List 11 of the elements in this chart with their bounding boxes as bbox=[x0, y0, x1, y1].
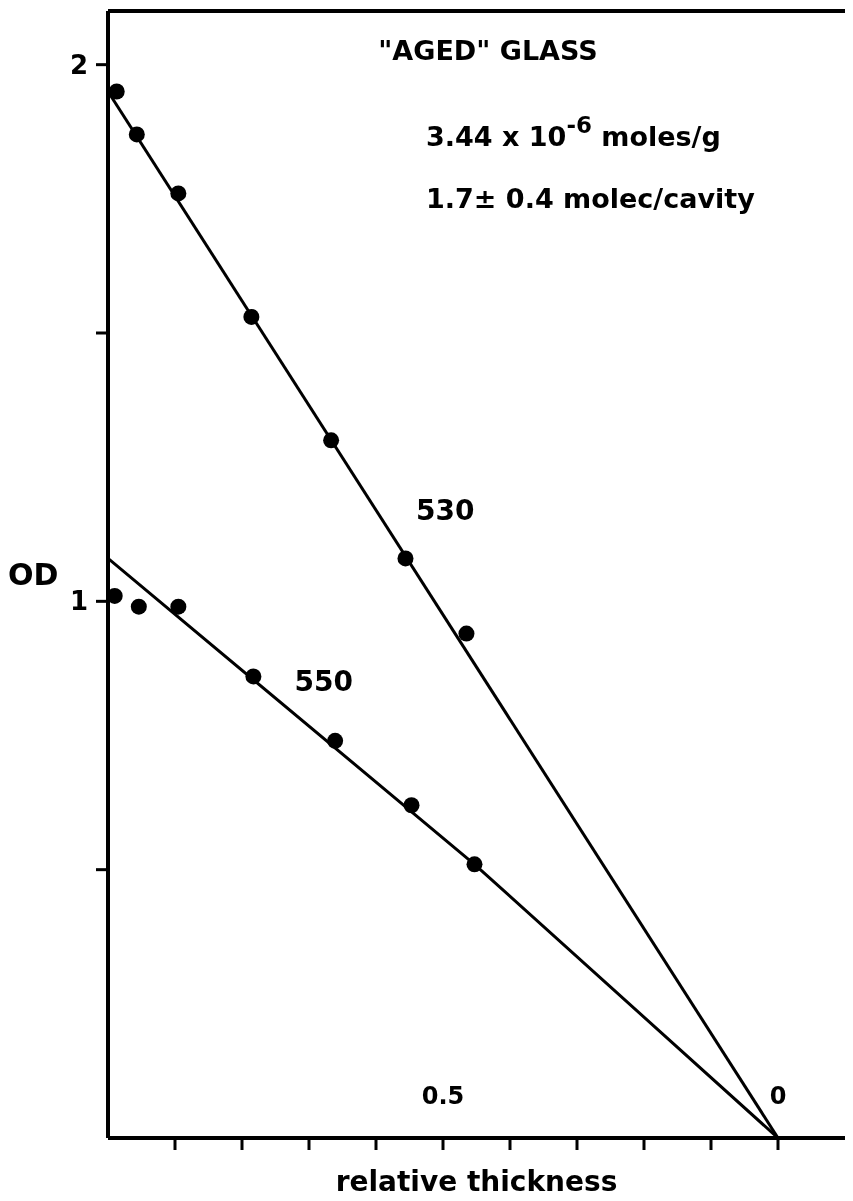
series-label: 550 bbox=[294, 664, 354, 698]
y-tick-label: 2 bbox=[69, 49, 88, 80]
text: 3.44 x 10$^{-6}$ moles/g bbox=[426, 112, 721, 152]
annotation: 1.7± 0.4 molec/cavity bbox=[426, 183, 756, 214]
series-label: 530 bbox=[416, 494, 475, 528]
y-tick-label: 1 bbox=[69, 586, 88, 617]
x-tick-label: 0.5 bbox=[421, 1082, 465, 1110]
x-axis-title: relative thickness bbox=[335, 1165, 618, 1198]
x-tick-label: 0 bbox=[769, 1082, 787, 1110]
y-axis-title: OD bbox=[8, 557, 59, 593]
text: "AGED" GLASS bbox=[378, 35, 598, 66]
